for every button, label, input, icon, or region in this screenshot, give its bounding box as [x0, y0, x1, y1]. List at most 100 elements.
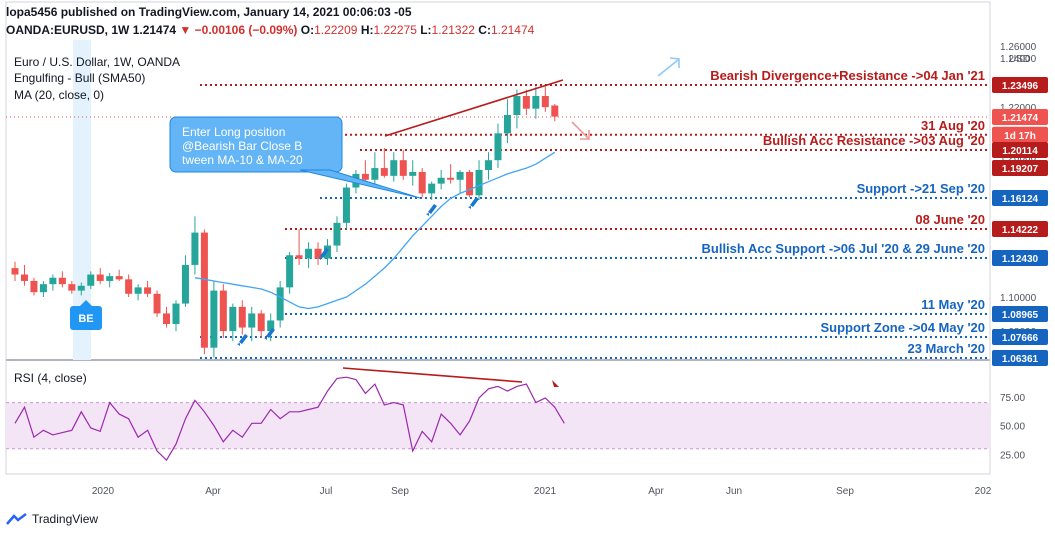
level-label: 31 Aug '20 — [921, 118, 985, 133]
chart-title: Euro / U.S. Dollar, 1W, OANDA — [14, 55, 180, 69]
level-price-tag-text: 1.16124 — [1002, 194, 1039, 205]
y-tick-label: 1.22000 — [1000, 103, 1037, 114]
candle-body — [219, 290, 227, 332]
level-label: 23 March '20 — [907, 341, 985, 356]
callout-text: tween MA-10 & MA-20 — [182, 153, 303, 167]
candle-body — [115, 276, 123, 280]
candle-body — [371, 168, 379, 180]
candle-body — [144, 287, 152, 294]
candle-body — [342, 187, 350, 223]
candle-body — [286, 255, 294, 288]
x-tick-label: Sep — [836, 486, 854, 497]
entry-callout: Enter Long position@Bearish Bar Close Bt… — [169, 116, 421, 199]
candle-body — [267, 320, 275, 332]
ma20-line — [194, 151, 556, 310]
level-price-tag — [992, 350, 1048, 366]
rocket-icon — [468, 197, 479, 209]
rsi-y-tick-label: 25.00 — [1000, 450, 1025, 461]
candle-body — [248, 313, 256, 328]
candle-body — [77, 285, 85, 291]
price-tag-text: 1.19207 — [1002, 164, 1039, 175]
rsi-band — [6, 402, 990, 449]
level-price-tag — [992, 142, 1048, 158]
low-value: 1.21322 — [431, 23, 475, 37]
candle-body — [125, 279, 133, 294]
candle-body — [503, 115, 511, 134]
tradingview-logo-icon — [6, 513, 27, 525]
close-value: 1.21474 — [490, 23, 535, 37]
candle-body — [399, 160, 407, 176]
level-label: Support Zone ->04 May '20 — [820, 320, 985, 335]
candle-body — [324, 245, 332, 259]
x-tick-label: 2021 — [534, 486, 557, 497]
x-tick-label: 2020 — [92, 486, 115, 497]
level-price-tag-text: 1.07666 — [1002, 333, 1039, 344]
currency-label: USD — [1009, 54, 1030, 65]
candle-body — [541, 96, 549, 108]
candle-body — [229, 306, 237, 332]
x-tick-label: Apr — [205, 486, 221, 497]
candle-body — [49, 277, 57, 285]
candle-body — [314, 248, 322, 259]
publish-info: lopa5456 published on TradingView.com, J… — [6, 5, 412, 19]
symbol: OANDA:EURUSD, 1W — [6, 23, 130, 37]
price-tag — [992, 109, 1048, 125]
be-marker-box — [70, 306, 102, 330]
level-price-tag — [992, 221, 1048, 237]
level-price-tag — [992, 306, 1048, 322]
footer-brand: TradingView — [32, 512, 99, 526]
candle-body — [276, 287, 284, 321]
candle-body — [485, 160, 492, 171]
level-label: Bearish Divergence+Resistance ->04 Jan '… — [710, 68, 985, 83]
candle-body — [163, 313, 171, 325]
y-tick-label: 1.26000 — [1000, 42, 1037, 53]
rocket-icon — [426, 204, 437, 216]
candle-body — [96, 274, 104, 281]
candle-body — [466, 171, 474, 196]
candle-body — [551, 105, 559, 117]
candle-body — [58, 277, 66, 285]
candle-body — [39, 284, 47, 293]
rsi-down-arrow-icon — [552, 380, 559, 387]
level-price-tag — [992, 126, 1048, 143]
level-price-tag — [992, 250, 1048, 266]
x-tick-label: Jul — [320, 486, 333, 497]
candle-body — [380, 168, 388, 176]
rsi-title: RSI (4, close) — [14, 371, 87, 385]
y-tick-label: 1.20000 — [1000, 153, 1037, 164]
callout-box — [169, 116, 343, 173]
level-price-tag-text: 1.06361 — [1002, 354, 1039, 365]
last-price: 1.21474 — [132, 23, 177, 37]
change: −0.00106 (−0.09%) — [194, 23, 298, 37]
candle-body — [494, 133, 502, 161]
chart-header: lopa5456 published on TradingView.com, J… — [6, 3, 534, 39]
candle-body — [191, 232, 199, 265]
be-marker-text: BE — [78, 313, 93, 325]
level-price-tag — [992, 190, 1048, 206]
candle-body — [295, 255, 303, 259]
candle-body — [513, 96, 521, 116]
y-tick-label: 1.24000 — [1000, 54, 1037, 65]
down-arrow-icon — [571, 121, 590, 140]
x-tick-label: Apr — [648, 486, 664, 497]
rsi-y-tick-label: 75.00 — [1000, 393, 1025, 404]
candle-body — [181, 264, 189, 304]
candle-body — [522, 96, 530, 109]
rocket-icon — [237, 334, 248, 346]
level-price-tag-text: 1.08965 — [1002, 310, 1039, 321]
candle-body — [11, 268, 19, 275]
price-tag-text: 1.21474 — [1002, 113, 1039, 124]
candle-body — [361, 173, 369, 180]
level-label: Support ->21 Sep '20 — [857, 181, 985, 196]
footer: TradingView — [6, 512, 98, 526]
candle-body — [390, 160, 398, 176]
candle-body — [87, 274, 95, 286]
candle-body — [134, 287, 142, 294]
level-label: 08 June '20 — [915, 212, 985, 227]
candle-body — [437, 177, 445, 184]
candle-body — [30, 280, 38, 293]
candle-body — [68, 284, 76, 291]
rocket-icon — [264, 328, 275, 340]
level-label: Bullish Acc Support ->06 Jul '20 & 29 Ju… — [702, 241, 986, 256]
